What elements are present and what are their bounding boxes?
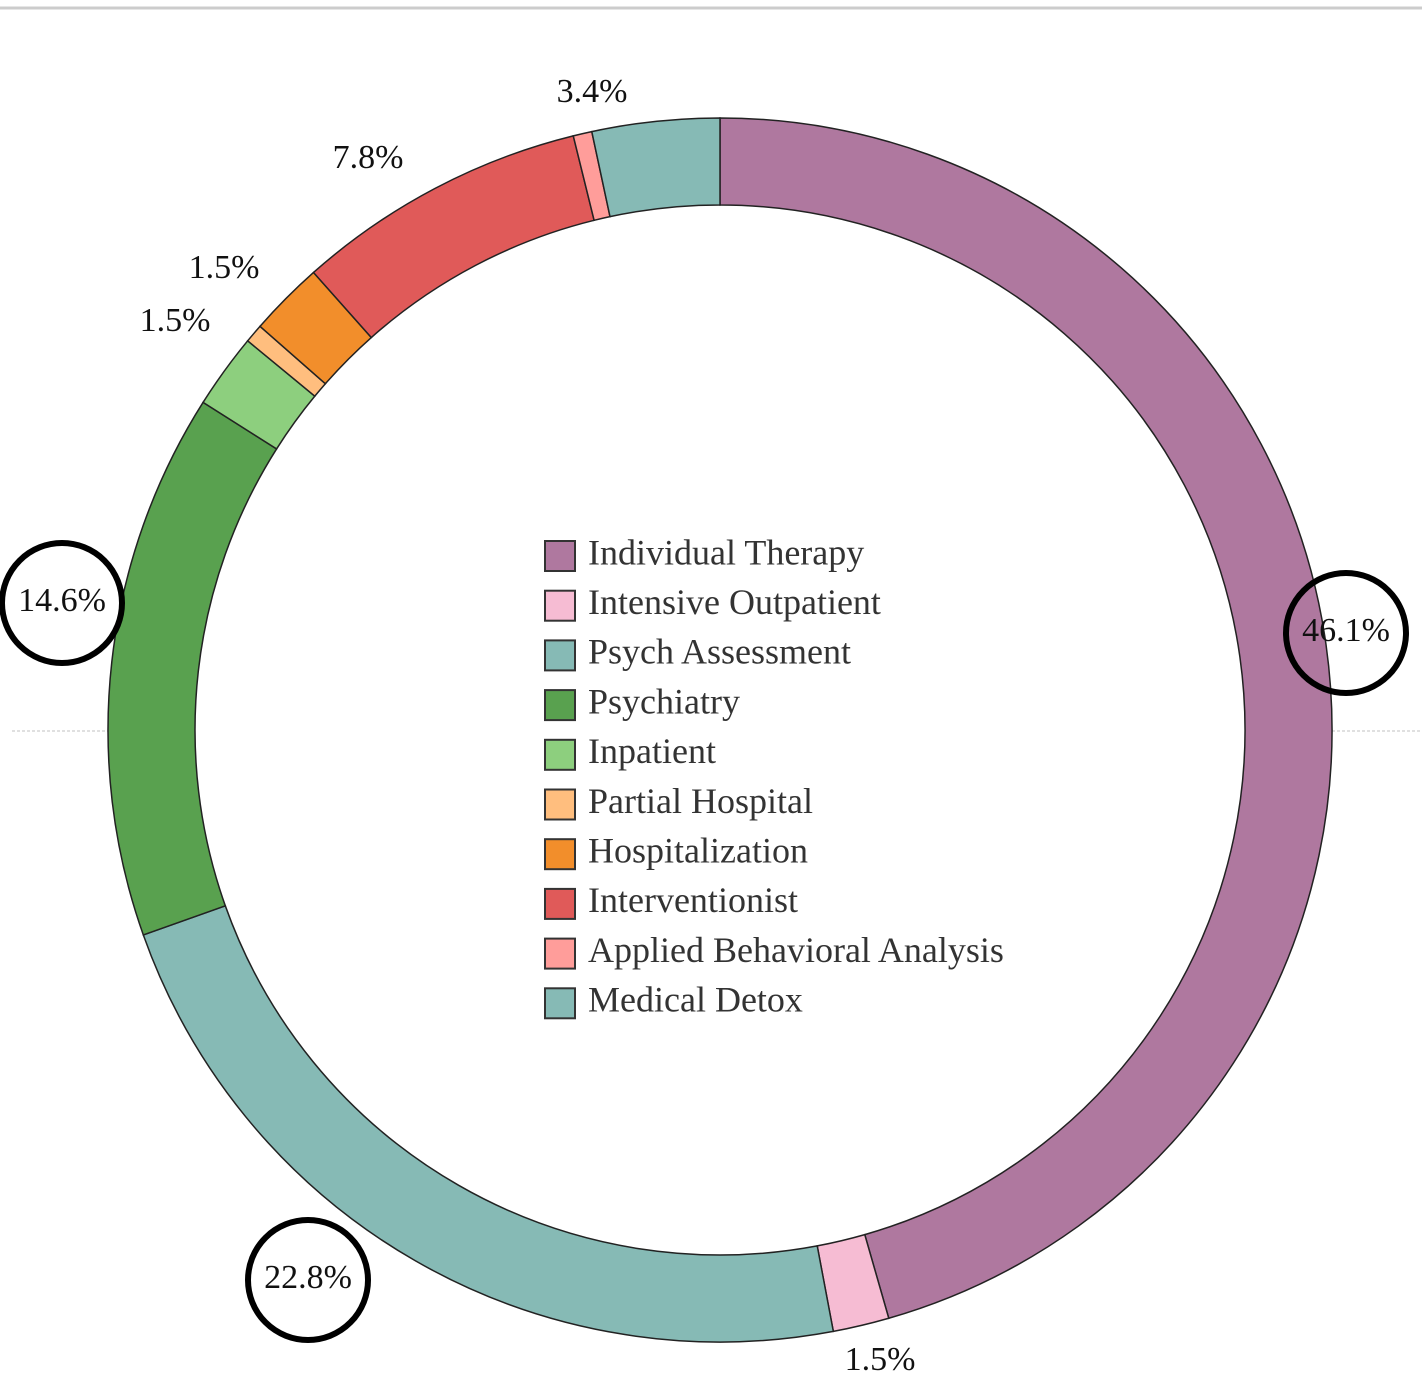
percent-labels: 46.1% 1.5% 22.8% 14.6% 1.5% 1.5% 7.8% 3.4% [0, 73, 1409, 1378]
legend-swatch-interventionist [544, 887, 576, 920]
legend-swatch-intensive-outpatient [544, 589, 576, 622]
legend-swatch-applied-behavioral-analysis [544, 937, 576, 970]
slice-individual-therapy[interactable] [719, 117, 1333, 1320]
percent-label-psych-assessment: 22.8% [264, 1259, 352, 1296]
slice-medical-detox[interactable] [590, 117, 721, 218]
highlight-circle-psych-assessment [245, 1217, 371, 1343]
legend-label-psychiatry: Psychiatry [588, 681, 740, 721]
percent-label-psychiatry: 14.6% [18, 582, 106, 619]
legend-swatch-hospitalization [544, 838, 576, 871]
slice-psychiatry[interactable] [107, 401, 278, 936]
legend-swatch-individual-therapy [544, 540, 576, 572]
percent-label-medical-detox: 3.4% [557, 73, 628, 110]
legend-label-interventionist: Interventionist [588, 880, 798, 920]
legend-swatch-psych-assessment [544, 639, 576, 672]
legend-label-partial-hospital: Partial Hospital [588, 781, 813, 821]
legend-label-medical-detox: Medical Detox [588, 980, 803, 1020]
legend-swatch-partial-hospital [544, 788, 576, 821]
percent-label-intensive-outpatient: 1.5% [845, 1341, 916, 1378]
legend-label-applied-behavioral-analysis: Applied Behavioral Analysis [588, 930, 1004, 970]
percent-label-interventionist: 7.8% [333, 139, 404, 176]
legend-label-individual-therapy: Individual Therapy [588, 532, 864, 572]
donut-slices [107, 117, 1333, 1343]
legend-swatch-psychiatry [544, 689, 576, 722]
legend-label-intensive-outpatient: Intensive Outpatient [588, 582, 881, 622]
highlight-circle-individual-therapy [1283, 570, 1409, 696]
legend-label-psych-assessment: Psych Assessment [588, 632, 851, 672]
legend-swatch-medical-detox [544, 987, 576, 1020]
legend: Individual Therapy Intensive Outpatient Ps… [544, 532, 1004, 1020]
legend-label-hospitalization: Hospitalization [588, 830, 808, 870]
percent-label-individual-therapy: 46.1% [1302, 612, 1390, 649]
percent-label-inpatient: 1.5% [140, 302, 211, 339]
legend-label-inpatient: Inpatient [588, 731, 716, 771]
percent-label-hospitalization: 1.5% [189, 249, 260, 286]
slice-psych-assessment[interactable] [142, 904, 835, 1343]
highlight-circle-psychiatry [0, 540, 125, 666]
legend-swatch-inpatient [544, 738, 576, 771]
